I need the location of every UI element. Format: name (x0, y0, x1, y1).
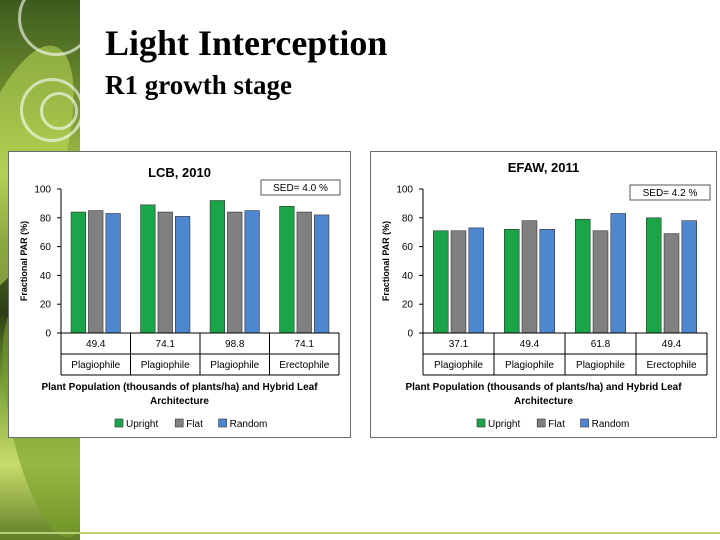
bar-upright (503, 229, 520, 334)
y-tick-label: 60 (40, 242, 52, 253)
legend-label-flat: Flat (186, 419, 203, 430)
legend-swatch-flat (536, 418, 546, 428)
bar-random (244, 210, 260, 334)
bar-random (105, 213, 121, 334)
architecture-label: Plagiophile (434, 360, 483, 371)
population-label: 61.8 (591, 339, 611, 350)
bar-upright (279, 205, 295, 334)
architecture-label: Plagiophile (505, 360, 554, 371)
bar-flat (296, 211, 312, 334)
y-axis-label: Fractional PAR (%) (19, 221, 29, 301)
bar-upright (70, 211, 86, 334)
population-label: 74.1 (156, 339, 176, 350)
y-tick-label: 40 (402, 271, 414, 282)
legend-swatch-upright (114, 418, 124, 428)
bar-upright (432, 230, 449, 334)
architecture-label: Plagiophile (141, 360, 190, 371)
legend-label-upright: Upright (126, 419, 158, 430)
population-label: 98.8 (225, 339, 245, 350)
architecture-label: Plagiophile (71, 360, 120, 371)
sed-label: SED= 4.0 % (273, 183, 328, 194)
bar-flat (227, 211, 243, 334)
chart-title: EFAW, 2011 (508, 160, 580, 175)
y-tick-label: 80 (40, 213, 52, 224)
population-label: 49.4 (86, 339, 106, 350)
bar-upright (645, 217, 662, 334)
chart-panel-efaw: EFAW, 2011 0 20 40 60 80 100 Fractional PAR (%)… (370, 151, 717, 438)
bar-random (175, 216, 191, 334)
bar-upright (574, 218, 591, 334)
legend-label-upright: Upright (488, 419, 520, 430)
chart-panel-lcb: LCB, 2010 0 20 40 60 80 100 Fractional PAR (%) S… (8, 151, 351, 438)
legend-swatch-upright (476, 418, 486, 428)
y-tick-label: 20 (402, 300, 414, 311)
chart-efaw-2011: EFAW, 2011 0 20 40 60 80 100 Fractional PAR (%)… (381, 160, 711, 430)
sed-label: SED= 4.2 % (643, 188, 698, 199)
chart-lcb-2010: LCB, 2010 0 20 40 60 80 100 Fractional PAR (%) S… (19, 165, 341, 430)
population-label: 74.1 (295, 339, 315, 350)
x-axis-label: Plant Population (thousands of plants/ha… (41, 382, 318, 407)
legend-label-flat: Flat (548, 419, 565, 430)
legend-label-random: Random (592, 419, 630, 430)
architecture-label: Plagiophile (576, 360, 625, 371)
bar-random (610, 213, 627, 334)
bar-random (314, 214, 330, 334)
footer-divider (0, 532, 720, 534)
chart-title: LCB, 2010 (148, 165, 211, 180)
bar-flat (450, 230, 467, 334)
y-tick-label: 0 (407, 329, 413, 340)
architecture-label: Erectophile (279, 360, 329, 371)
bar-flat (157, 211, 173, 334)
bar-flat (663, 233, 680, 334)
y-tick-label: 20 (40, 300, 52, 311)
bar-random (539, 229, 556, 334)
bar-upright (209, 200, 225, 334)
architecture-label: Plagiophile (210, 360, 259, 371)
population-label: 49.4 (520, 339, 540, 350)
y-tick-label: 100 (396, 185, 413, 196)
architecture-label: Erectophile (646, 360, 696, 371)
bar-upright (140, 204, 156, 334)
legend-swatch-random (580, 418, 589, 428)
slide-title: Light Interception (105, 23, 388, 63)
legend-swatch-random (218, 418, 227, 428)
y-tick-label: 0 (45, 329, 51, 340)
slide-subtitle: R1 growth stage (105, 70, 292, 100)
bar-flat (592, 230, 609, 334)
y-tick-label: 60 (402, 242, 414, 253)
bar-flat (521, 220, 538, 334)
population-label: 49.4 (662, 339, 682, 350)
y-tick-label: 100 (34, 185, 51, 196)
population-label: 37.1 (449, 339, 469, 350)
x-axis-label: Plant Population (thousands of plants/ha… (405, 382, 682, 407)
bar-random (468, 227, 485, 334)
y-axis-label: Fractional PAR (%) (381, 221, 391, 301)
bar-random (681, 220, 698, 334)
y-tick-label: 40 (40, 271, 52, 282)
legend-swatch-flat (174, 418, 184, 428)
sed-box (629, 184, 711, 201)
legend-label-random: Random (230, 419, 268, 430)
y-tick-label: 80 (402, 213, 414, 224)
bar-flat (88, 210, 104, 334)
sed-box (260, 179, 341, 196)
